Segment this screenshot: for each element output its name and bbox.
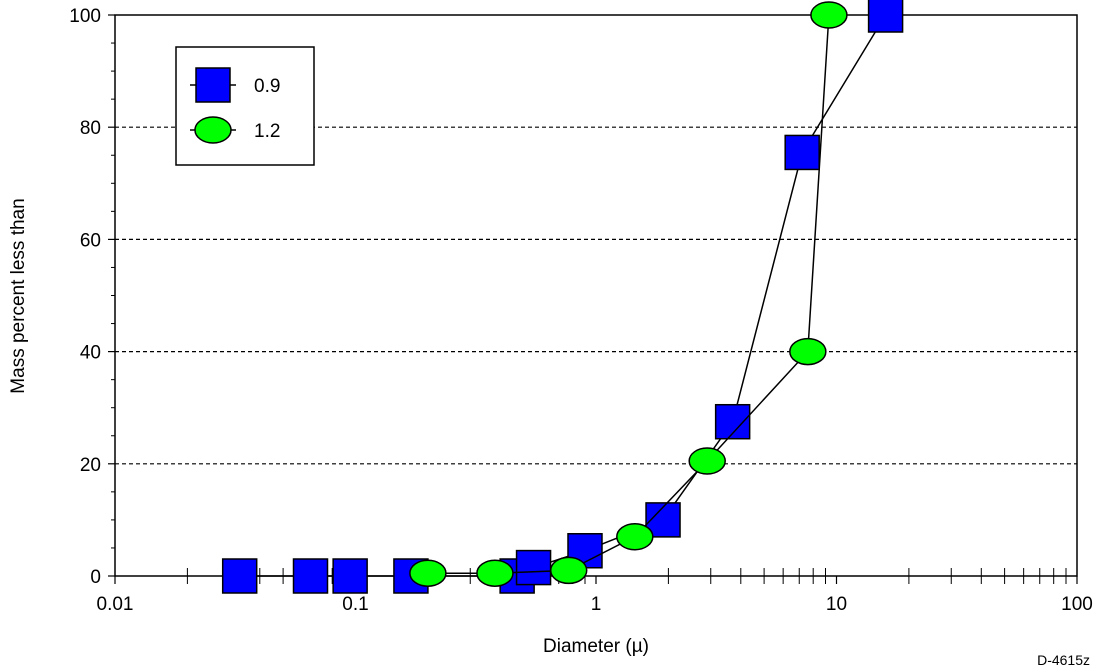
data-point	[221, 558, 258, 594]
legend-label: 1.2	[254, 121, 280, 142]
legend-label: 0.9	[254, 76, 280, 97]
series-layer	[221, 0, 904, 594]
data-point	[332, 558, 368, 594]
legend: 0.9 1.2	[175, 46, 315, 166]
data-point	[867, 0, 904, 33]
y-tick-label: 20	[80, 455, 101, 476]
series-circle	[409, 1, 848, 587]
data-point	[810, 1, 848, 29]
legend-box	[175, 46, 315, 166]
data-point	[784, 134, 820, 171]
legend-marker-square	[195, 67, 231, 103]
x-tick-label: 0.1	[342, 594, 368, 615]
y-tick-label: 40	[80, 343, 101, 364]
series-square	[221, 0, 904, 594]
x-tick-label: 1	[591, 594, 602, 615]
series-line	[239, 14, 887, 577]
y-tick-label: 80	[80, 118, 101, 139]
y-tick-label: 0	[90, 567, 101, 588]
x-tick-label: 100	[1061, 594, 1093, 615]
y-tick-label: 60	[80, 230, 101, 251]
data-point	[549, 556, 588, 585]
data-point	[515, 549, 552, 586]
y-axis-label: Mass percent less than	[8, 198, 29, 393]
x-axis-label: Diameter (µ)	[543, 636, 649, 657]
legend-marker-circle	[194, 116, 232, 144]
data-point	[616, 522, 654, 551]
y-tick-label: 100	[69, 6, 101, 27]
data-point	[476, 559, 514, 587]
tick-labels: 0 20 40 60 80 100 0.01 0.1 1 10 100	[69, 6, 1093, 615]
gridlines	[115, 126, 1077, 465]
figure-id-annotation: D-4615z	[1037, 652, 1090, 668]
data-point	[292, 558, 329, 594]
data-point	[409, 559, 447, 587]
x-tick-label: 10	[826, 594, 847, 615]
series-line	[427, 14, 830, 574]
data-point	[688, 447, 726, 475]
data-point	[789, 337, 827, 366]
x-tick-label: 0.01	[97, 594, 134, 615]
